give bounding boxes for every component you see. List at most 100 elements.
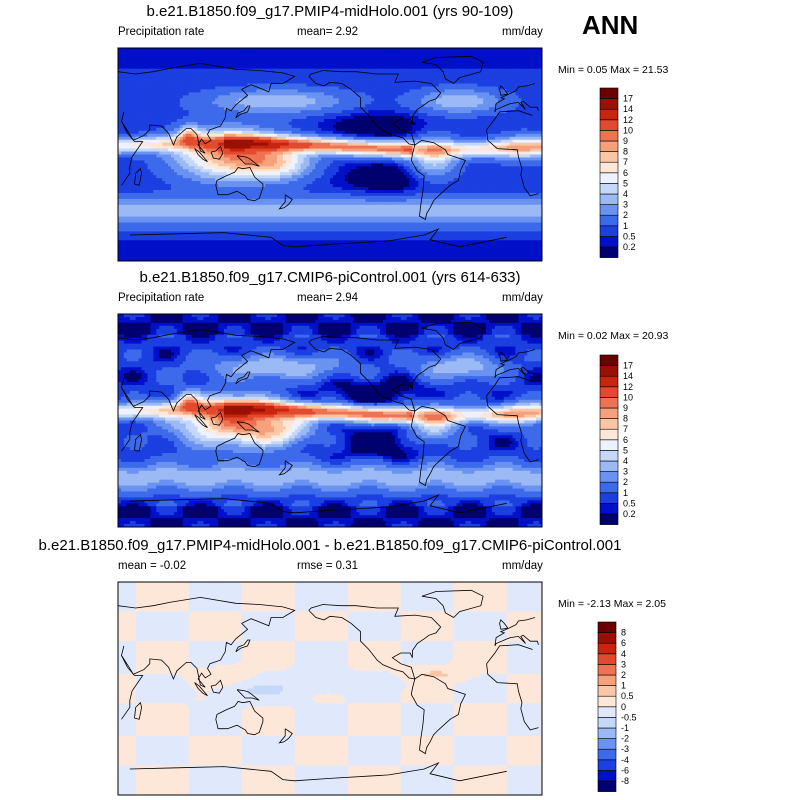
panel-3-colorbar-box (597, 642, 617, 655)
panel-1-colorbar-tick-label: 9 (623, 136, 628, 146)
panel-1-mean-label: mean= 2.92 (297, 26, 358, 39)
panel-3-colorbar-box (597, 653, 617, 665)
panel-3-colorbar-box (597, 706, 617, 718)
panel-2-colorbar-tick-label: 4 (623, 456, 628, 466)
coastline (235, 105, 251, 119)
panel-2-colorbar-tick-label: 10 (623, 392, 633, 402)
panel-1-colorbar-tick-label: 2 (623, 210, 628, 220)
panel-1-colorbar-box (599, 151, 619, 163)
coastline (421, 55, 484, 84)
panel-1-colorbar-box (599, 193, 619, 205)
panel-1-colorbar-box (599, 204, 619, 216)
panel-3-colorbar-tick-label: -3 (621, 744, 629, 754)
panel-2-colorbar-tick-label: 17 (623, 361, 633, 371)
panel-1-colorbar-box (599, 87, 619, 99)
panel-3-colorbar-box (597, 621, 617, 633)
panel-2-colorbar-box (599, 375, 619, 388)
coastline (236, 155, 260, 167)
panel-1-colorbar-box (599, 108, 619, 121)
panel-2-colorbar-box (599, 365, 619, 377)
panel-3-colorbar-box (597, 664, 617, 676)
panel-2-colorbar-box (599, 418, 619, 430)
panel-3-colorbar-tick-label: -6 (621, 765, 629, 775)
season-label: ANN (582, 12, 638, 38)
panel-1-colorbar-box (599, 119, 619, 131)
panel-3-colorbar-tick-label: 2 (621, 670, 626, 680)
panel-3-colorbar-box (597, 674, 617, 686)
coastline (129, 762, 507, 782)
panel-3-colorbar-box (597, 759, 617, 771)
panel-3-colorbar-tick-label: 6 (621, 638, 626, 648)
panel-1-field (118, 48, 543, 262)
panel-2-field (118, 314, 543, 528)
panel-2-colorbar-tick-label: 7 (623, 424, 628, 434)
panel-1-frame (117, 47, 543, 262)
panel-3-colorbar-tick-label: 0 (621, 702, 626, 712)
panel-1-colorbar-tick-label: 14 (623, 104, 633, 114)
panel-3-colorbar-tick-label: -2 (621, 734, 629, 744)
panel-1-colorbar-box (599, 246, 619, 258)
panel-2-colorbar-tick-label: 0.5 (623, 498, 636, 508)
panel-3-colorbar-tick-label: 4 (621, 649, 626, 659)
panel-2-title: b.e21.B1850.f09_g17.CMIP6-piControl.001 … (0, 270, 660, 285)
coastline (215, 701, 264, 736)
panel-3-coastlines (117, 589, 539, 782)
panel-3-colorbar-tick-label: 3 (621, 659, 626, 669)
coastline (117, 596, 539, 688)
panel-3-colorbar-tick-label: -1 (621, 723, 629, 733)
coastline (210, 411, 224, 426)
panel-2-colorbar-box (599, 460, 619, 472)
coastline (134, 701, 143, 720)
panel-3-colorbar-box (597, 738, 617, 750)
panel-2-mean-label: mean= 2.94 (297, 292, 358, 305)
panel-3-colorbar-box (597, 727, 617, 739)
coastline (308, 70, 442, 146)
panel-1-colorbar-box (599, 236, 619, 248)
panel-2-colorbar-box (599, 386, 619, 398)
panel-3-colorbar-tick-label: -4 (621, 755, 629, 765)
coastline (235, 639, 251, 653)
coastline (134, 167, 143, 186)
panel-2-colorbar-tick-label: 9 (623, 403, 628, 413)
panel-3-frame (117, 581, 543, 796)
panel-3-colorbar-box (597, 695, 617, 708)
coastline (194, 414, 208, 428)
panel-3-colorbar-box (597, 780, 617, 792)
coastline (278, 194, 293, 210)
coastline (215, 167, 264, 202)
panel-3-colorbar-tick-label: 8 (621, 628, 626, 638)
panel-1-variable-label: Precipitation rate (118, 26, 204, 39)
panel-2-colorbar-box (599, 407, 619, 419)
coastline (308, 604, 442, 680)
coastline (134, 433, 143, 452)
coastline (121, 644, 539, 731)
panel-2-minmax-label: Min = 0.02 Max = 20.93 (558, 331, 668, 342)
coastline (499, 619, 509, 630)
panel-2-colorbar-tick-label: 0.2 (623, 509, 636, 519)
panel-1-colorbar-tick-label: 12 (623, 115, 633, 125)
panel-3-field (118, 582, 543, 796)
panel-3-rmse-label: rmse = 0.31 (297, 560, 358, 573)
panel-3-colorbar-tick-label: -0.5 (621, 712, 637, 722)
panel-1-colorbar-tick-label: 1 (623, 221, 628, 231)
panel-1-map (117, 47, 543, 262)
coastline (210, 679, 224, 694)
coastline (499, 85, 509, 96)
panel-2-units-label: mm/day (502, 292, 543, 305)
coastline (499, 351, 509, 362)
coastline (278, 460, 293, 476)
panel-1-colorbar-tick-label: 10 (623, 125, 633, 135)
coastline (194, 682, 208, 696)
coastline (117, 328, 539, 420)
panel-2-frame (117, 313, 543, 528)
coastline (308, 336, 442, 412)
panel-3-colorbar-box (597, 685, 617, 697)
panel-1-units-label: mm/day (502, 26, 543, 39)
coastline (278, 728, 293, 744)
panel-2-colorbar-box (599, 428, 619, 441)
panel-2-colorbar-tick-label: 2 (623, 477, 628, 487)
panel-3-minmax-label: Min = -2.13 Max = 2.05 (558, 599, 666, 610)
coastline (235, 371, 251, 385)
coastline (121, 110, 539, 197)
coastline (410, 139, 466, 221)
